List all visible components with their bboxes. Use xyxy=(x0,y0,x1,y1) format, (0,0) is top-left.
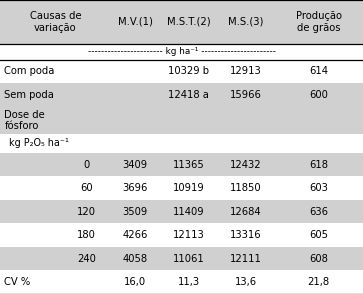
Text: 11,3: 11,3 xyxy=(178,277,200,287)
Bar xyxy=(0,134,363,153)
Text: M.V.(1): M.V.(1) xyxy=(118,17,153,27)
Text: 605: 605 xyxy=(309,230,328,240)
Text: 603: 603 xyxy=(309,183,328,193)
Text: 13,6: 13,6 xyxy=(235,277,257,287)
Bar xyxy=(0,153,363,176)
Text: 0: 0 xyxy=(83,160,90,170)
Text: 10919: 10919 xyxy=(173,183,205,193)
Text: 600: 600 xyxy=(309,90,328,100)
Text: 13316: 13316 xyxy=(230,230,262,240)
Text: M.S.(3): M.S.(3) xyxy=(228,17,264,27)
Text: 608: 608 xyxy=(309,254,328,264)
Bar xyxy=(0,83,363,107)
Bar xyxy=(0,0,363,44)
Text: 4058: 4058 xyxy=(123,254,148,264)
Text: ----------------------- kg ha⁻¹ -----------------------: ----------------------- kg ha⁻¹ --------… xyxy=(87,47,276,56)
Text: 636: 636 xyxy=(309,207,328,217)
Text: 11061: 11061 xyxy=(173,254,205,264)
Bar xyxy=(0,247,363,270)
Bar xyxy=(0,60,363,83)
Bar xyxy=(0,270,363,294)
Text: 12113: 12113 xyxy=(173,230,205,240)
Text: 614: 614 xyxy=(309,66,328,76)
Text: 16,0: 16,0 xyxy=(124,277,146,287)
Text: 12684: 12684 xyxy=(230,207,262,217)
Text: Com poda: Com poda xyxy=(4,66,55,76)
Text: 15966: 15966 xyxy=(230,90,262,100)
Text: Produção
de grãos: Produção de grãos xyxy=(295,11,342,33)
Text: 12111: 12111 xyxy=(230,254,262,264)
Bar xyxy=(0,107,363,134)
Text: 120: 120 xyxy=(77,207,96,217)
Text: 180: 180 xyxy=(77,230,96,240)
Text: 3696: 3696 xyxy=(123,183,148,193)
Text: 11850: 11850 xyxy=(230,183,262,193)
Text: 21,8: 21,8 xyxy=(307,277,330,287)
Text: 618: 618 xyxy=(309,160,328,170)
Text: Sem poda: Sem poda xyxy=(4,90,54,100)
Text: CV %: CV % xyxy=(4,277,30,287)
Text: 12432: 12432 xyxy=(230,160,262,170)
Text: kg P₂O₅ ha⁻¹: kg P₂O₅ ha⁻¹ xyxy=(9,138,69,148)
Text: 60: 60 xyxy=(80,183,93,193)
Text: 3509: 3509 xyxy=(123,207,148,217)
Bar xyxy=(0,223,363,247)
Text: Causas de
variação: Causas de variação xyxy=(29,11,81,33)
Text: 11365: 11365 xyxy=(173,160,205,170)
Text: Dose de
fósforo: Dose de fósforo xyxy=(4,110,45,131)
Bar xyxy=(0,200,363,223)
Bar xyxy=(0,176,363,200)
Text: M.S.T.(2): M.S.T.(2) xyxy=(167,17,211,27)
Text: 3409: 3409 xyxy=(123,160,148,170)
Text: 12913: 12913 xyxy=(230,66,262,76)
Text: 240: 240 xyxy=(77,254,96,264)
Text: 11409: 11409 xyxy=(173,207,205,217)
Text: 10329 b: 10329 b xyxy=(168,66,209,76)
Text: 4266: 4266 xyxy=(123,230,148,240)
Text: 12418 a: 12418 a xyxy=(168,90,209,100)
